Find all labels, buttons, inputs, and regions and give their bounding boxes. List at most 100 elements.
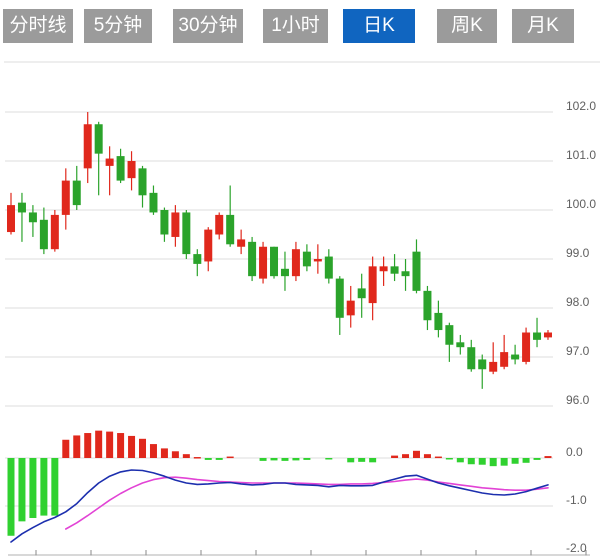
candle-body: [182, 212, 191, 255]
macd-bar: [128, 435, 136, 458]
candle-body: [237, 239, 246, 247]
candle-body: [500, 352, 509, 367]
candle-body: [511, 354, 520, 360]
macd-bar: [51, 458, 59, 516]
candle-body: [248, 241, 257, 277]
candle-body: [357, 288, 366, 299]
candle-body: [401, 271, 410, 277]
candle-body: [313, 259, 322, 262]
macd-axis-label: 0.0: [566, 445, 583, 459]
candle-body: [50, 214, 59, 250]
tab-1hour[interactable]: 1小时: [263, 9, 328, 43]
candle-body: [226, 214, 235, 245]
price-axis-label: 101.0: [566, 148, 596, 162]
macd-bar: [489, 458, 497, 467]
macd-bar: [369, 458, 377, 463]
macd-bar: [149, 444, 157, 458]
candle-body: [456, 342, 465, 348]
macd-bar: [325, 458, 333, 460]
candle-body: [434, 312, 443, 331]
macd-bar: [215, 458, 223, 460]
candle-body: [193, 254, 202, 264]
macd-bar: [391, 455, 399, 458]
macd-bar: [478, 458, 486, 465]
macd-bar: [445, 458, 453, 460]
macd-bar: [358, 458, 366, 462]
dif-line: [10, 469, 549, 543]
candle-body: [543, 332, 552, 338]
macd-bar: [62, 439, 70, 458]
macd-bar: [95, 430, 103, 458]
macd-bar: [511, 458, 519, 464]
price-axis-label: 98.0: [566, 295, 590, 309]
macd-axis-label: -1.0: [566, 493, 587, 507]
candle-body: [423, 290, 432, 321]
macd-bar: [292, 458, 300, 461]
candle-body: [533, 332, 542, 340]
candle-body: [61, 180, 70, 215]
candle-body: [28, 212, 37, 223]
price-axis-label: 99.0: [566, 246, 590, 260]
macd-bar: [84, 433, 92, 458]
tab-30min[interactable]: 30分钟: [173, 9, 243, 43]
candle-body: [291, 249, 300, 277]
candle-body: [270, 246, 279, 277]
candle-body: [346, 300, 355, 316]
macd-bar: [226, 456, 234, 459]
candle-body: [138, 168, 147, 196]
price-axis-label: 102.0: [566, 99, 596, 113]
price-axis-label: 97.0: [566, 344, 590, 358]
candle-body: [259, 246, 268, 279]
candle-body: [478, 359, 487, 370]
candle-body: [116, 156, 125, 181]
candle-body: [39, 219, 48, 250]
macd-bar: [182, 454, 190, 458]
candle-body: [171, 212, 180, 237]
candle-body: [83, 124, 92, 169]
macd-axis-label: -2.0: [566, 541, 587, 555]
candle-body: [215, 214, 224, 235]
macd-bar: [73, 435, 81, 458]
candle-body: [72, 180, 81, 206]
candle-body: [105, 158, 114, 166]
macd-bar: [347, 458, 355, 463]
candle-body: [489, 361, 498, 372]
candle-body: [280, 268, 289, 277]
candle-body: [94, 124, 103, 154]
tab-weekly-k[interactable]: 周K: [437, 9, 497, 43]
tab-monthly-k[interactable]: 月K: [512, 9, 574, 43]
macd-bar: [281, 458, 289, 461]
price-axis-label: 100.0: [566, 197, 596, 211]
tab-5min[interactable]: 5分钟: [84, 9, 152, 43]
macd-bar: [500, 458, 508, 466]
candle-body: [412, 251, 421, 291]
macd-bar: [7, 458, 15, 536]
macd-bar: [106, 431, 114, 458]
macd-bar: [434, 456, 442, 459]
candle-body: [127, 161, 136, 179]
tab-time-line[interactable]: 分时线: [3, 9, 73, 43]
macd-bar: [18, 458, 26, 522]
macd-bar: [160, 448, 168, 458]
candle-body: [522, 332, 531, 362]
candle-body: [335, 278, 344, 318]
macd-bar: [456, 458, 464, 463]
candle-body: [324, 256, 333, 279]
macd-bar: [522, 458, 530, 463]
tab-bar: 分时线 5分钟 30分钟 1小时 日K 周K 月K: [0, 0, 604, 48]
macd-bar: [402, 454, 410, 458]
macd-bar: [423, 454, 431, 458]
candle-body: [379, 266, 388, 272]
macd-bar: [544, 456, 552, 458]
macd-bar: [117, 433, 125, 458]
candle-body: [467, 347, 476, 370]
macd-bar: [40, 458, 48, 516]
candle-body: [368, 266, 377, 304]
dea-line: [65, 476, 549, 530]
tab-daily-k[interactable]: 日K: [343, 9, 415, 43]
macd-bar: [533, 458, 541, 460]
price-axis-label: 96.0: [566, 393, 590, 407]
candle-body: [302, 251, 311, 267]
